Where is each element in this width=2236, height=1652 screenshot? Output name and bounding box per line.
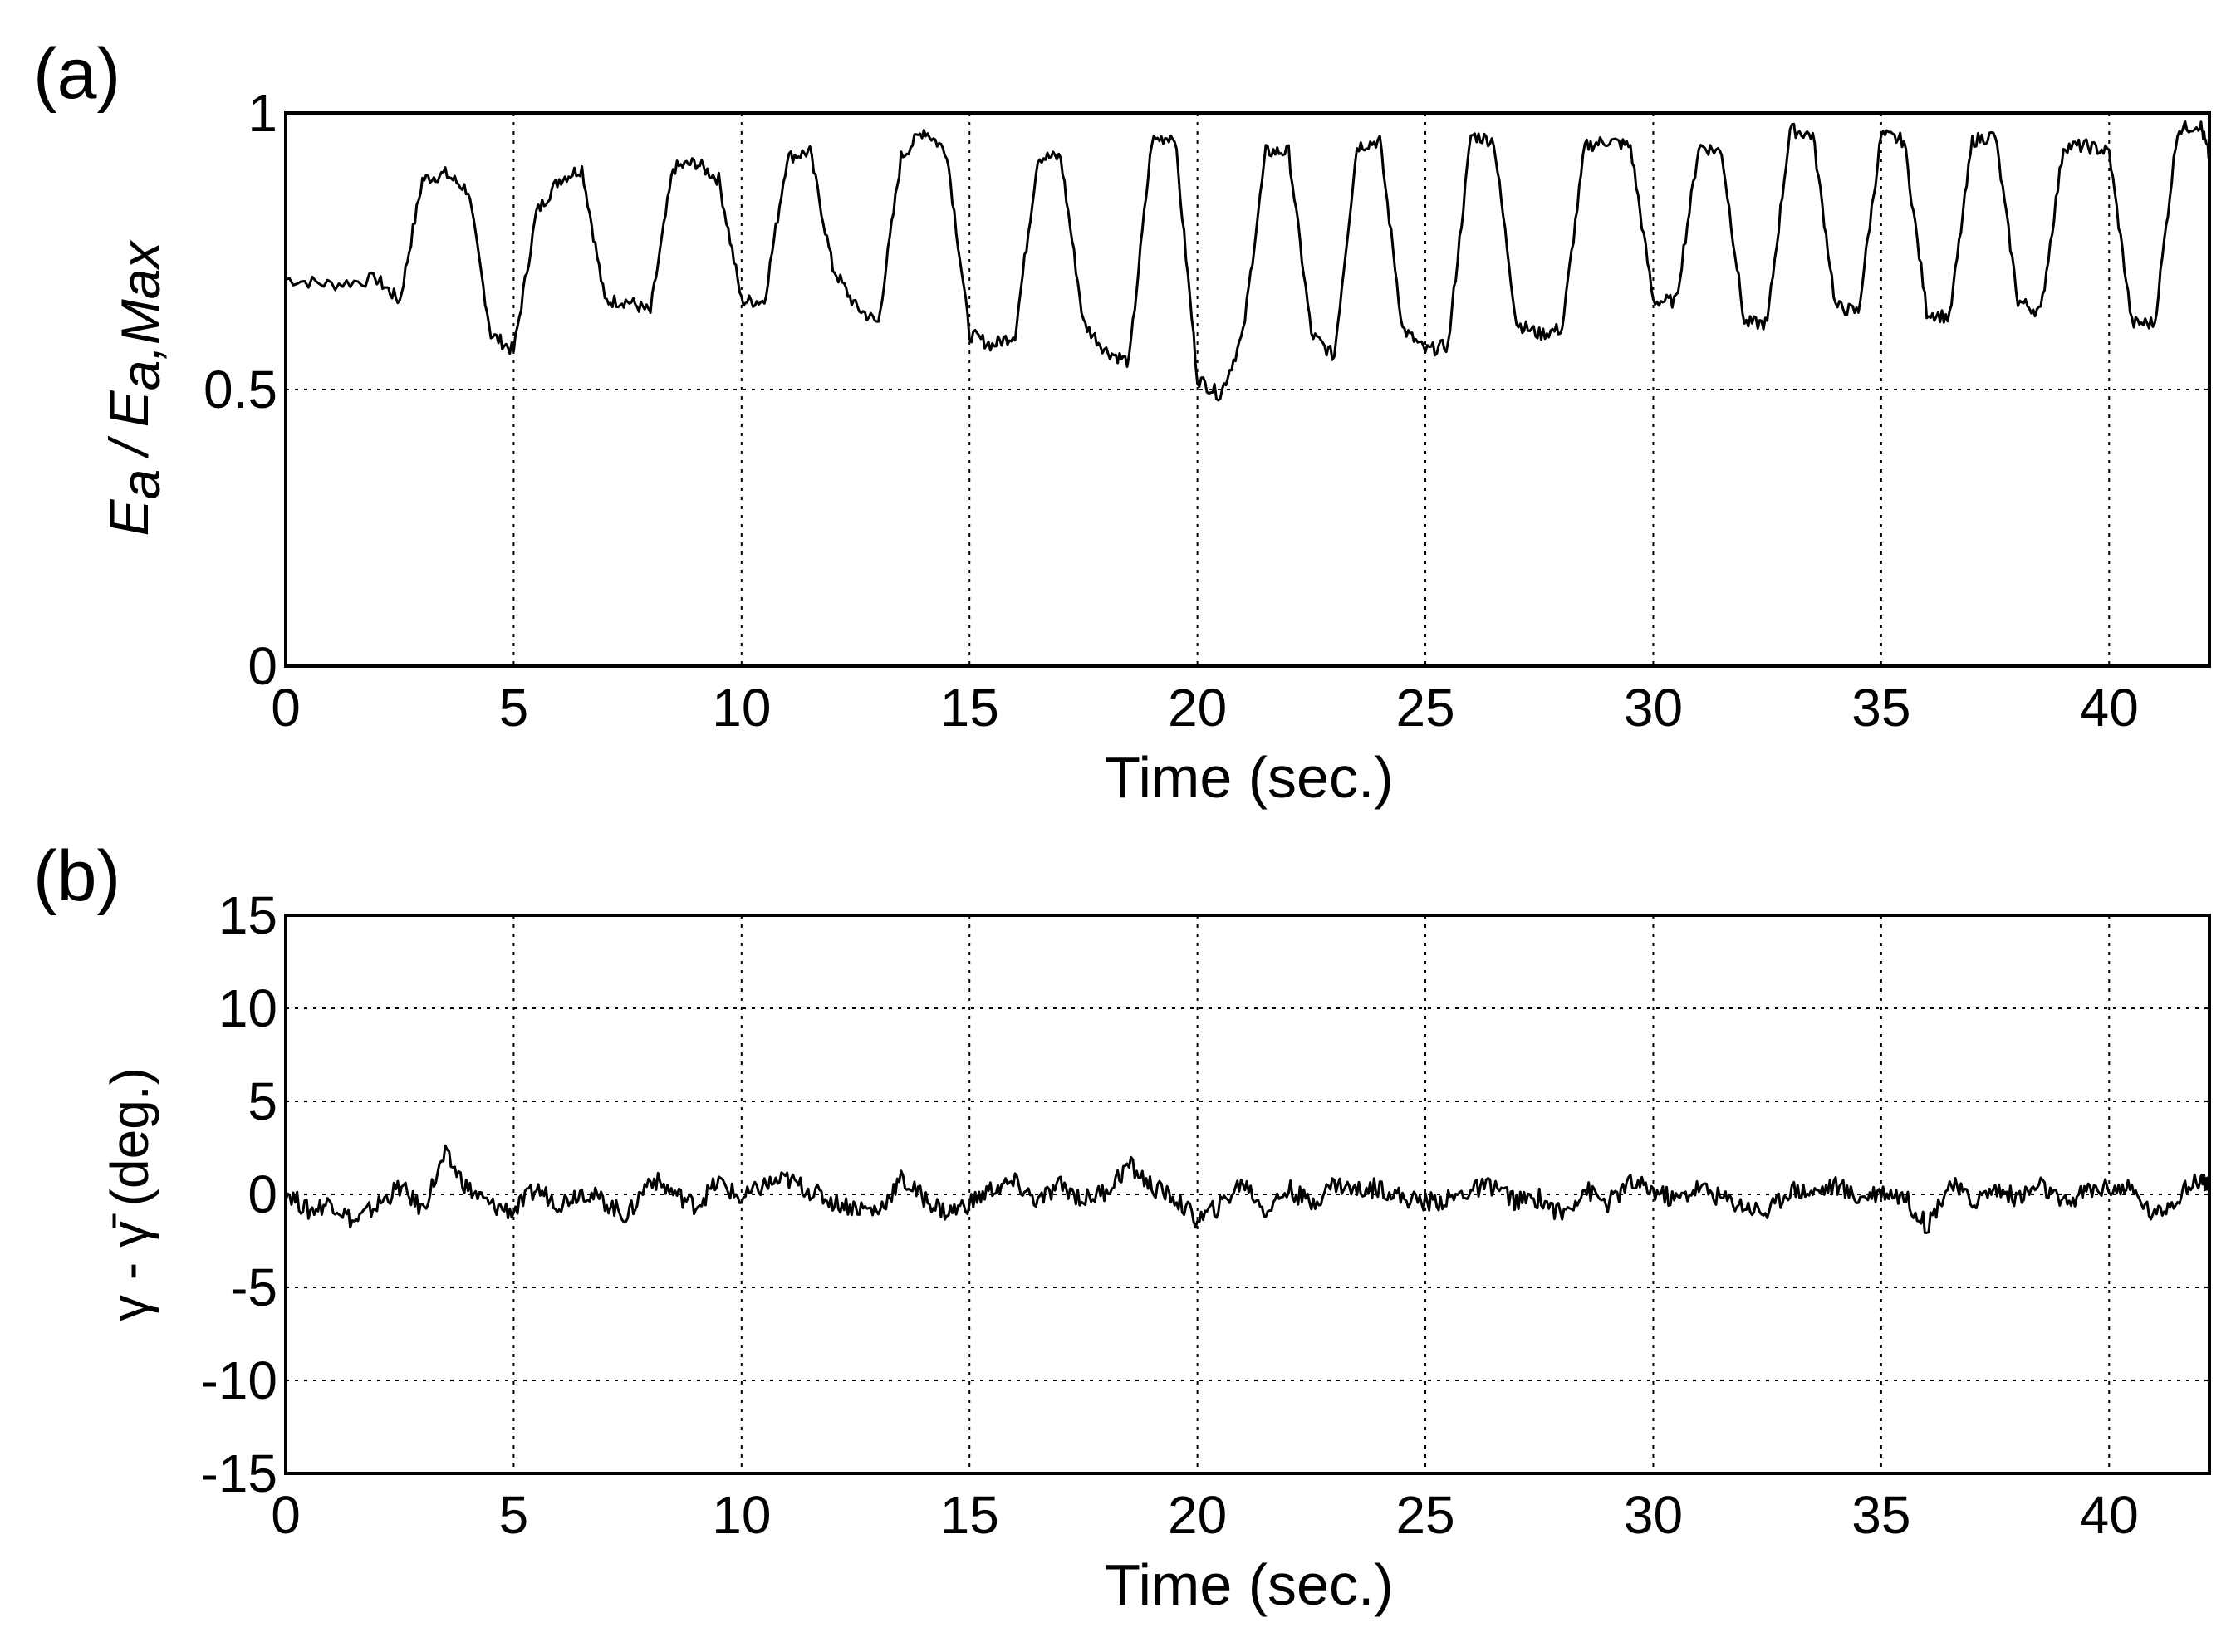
panel-a-x-tick-label: 0 [271, 678, 301, 738]
panel-b-y-axis-label: γ - γ̄ (deg.) [100, 1067, 159, 1321]
panel-b-x-tick-label: 20 [1168, 1485, 1227, 1545]
panel-b-x-tick-label: 10 [712, 1485, 771, 1545]
panel-a-axes-frame [284, 111, 2211, 668]
panel-b-axes-frame [284, 914, 2211, 1475]
panel-b-x-tick-label: 5 [499, 1485, 529, 1545]
panel-a-x-tick-label: 5 [499, 678, 529, 738]
panel-a-x-tick-label: 30 [1624, 678, 1683, 738]
panel-a-x-tick-label: 10 [712, 678, 771, 738]
panel-a-y-tick-label: 0.5 [203, 360, 277, 419]
panel-a-x-tick-label: 25 [1395, 678, 1454, 738]
panel-a-label: (a) [33, 34, 120, 114]
panel-a-y-axis-label-num: E [98, 498, 159, 536]
panel-b-y-tick-label: 10 [218, 978, 277, 1038]
panel-b-x-ticks: 0 5 10 15 20 25 30 35 40 [271, 1485, 2139, 1545]
panel-a-y-tick-label: 1 [248, 83, 277, 143]
panel-a-x-ticks: 0 5 10 15 20 25 30 35 40 [271, 678, 2139, 738]
panel-a-x-tick-label: 20 [1168, 678, 1227, 738]
panel-a-y-axis-label: Ea/Ea,Max [98, 240, 171, 537]
panel-b-y-ticks: -15 -10 -5 0 5 10 15 [201, 885, 278, 1503]
panel-a-x-axis-label: Time (sec.) [1105, 745, 1393, 810]
panel-b-grid [286, 915, 2209, 1473]
panel-b-x-tick-label: 40 [2080, 1485, 2139, 1545]
panel-a: (a) 0 5 10 15 20 25 30 35 40 00.51 Time (sec.) E… [33, 34, 2211, 810]
panel-a-y-axis-label-num-sub: a [110, 469, 171, 500]
panel-a-y-axis-label-den-sub: a,Max [110, 240, 171, 391]
panel-b-y-tick-label: 0 [248, 1164, 277, 1224]
panel-b-x-tick-label: 25 [1395, 1485, 1454, 1545]
panel-a-grid [286, 113, 2209, 666]
panel-b-x-tick-label: 30 [1624, 1485, 1683, 1545]
panel-b-y-tick-label: 15 [218, 885, 277, 945]
panel-b-label: (b) [33, 836, 120, 916]
panel-b-x-tick-label: 15 [940, 1485, 999, 1545]
panel-b-series-line [284, 1144, 2211, 1234]
panel-a-x-tick-label: 40 [2080, 678, 2139, 738]
panel-b-x-tick-label: 0 [271, 1485, 301, 1545]
panel-a-x-tick-label: 35 [1851, 678, 1910, 738]
panel-b: (b) 0 5 10 15 20 25 30 35 40 -15 -10 -5 0 5 10 15 Time… [33, 836, 2211, 1617]
svg-text:Ea/Ea,Max: Ea/Ea,Max [98, 240, 171, 537]
panel-a-y-ticks: 00.51 [203, 83, 277, 696]
panel-a-series-line [285, 120, 2210, 402]
panel-b-x-tick-label: 35 [1851, 1485, 1910, 1545]
panel-b-x-axis-label: Time (sec.) [1105, 1552, 1393, 1617]
panel-a-y-axis-label-den: E [98, 390, 159, 427]
panel-a-x-tick-label: 15 [940, 678, 999, 738]
panel-b-y-tick-label: -5 [230, 1257, 277, 1317]
panel-b-y-tick-label: 5 [248, 1071, 277, 1131]
panel-a-y-tick-label: 0 [248, 636, 277, 696]
panel-b-y-tick-label: -15 [201, 1444, 278, 1503]
panel-b-y-tick-label: -10 [201, 1351, 278, 1410]
